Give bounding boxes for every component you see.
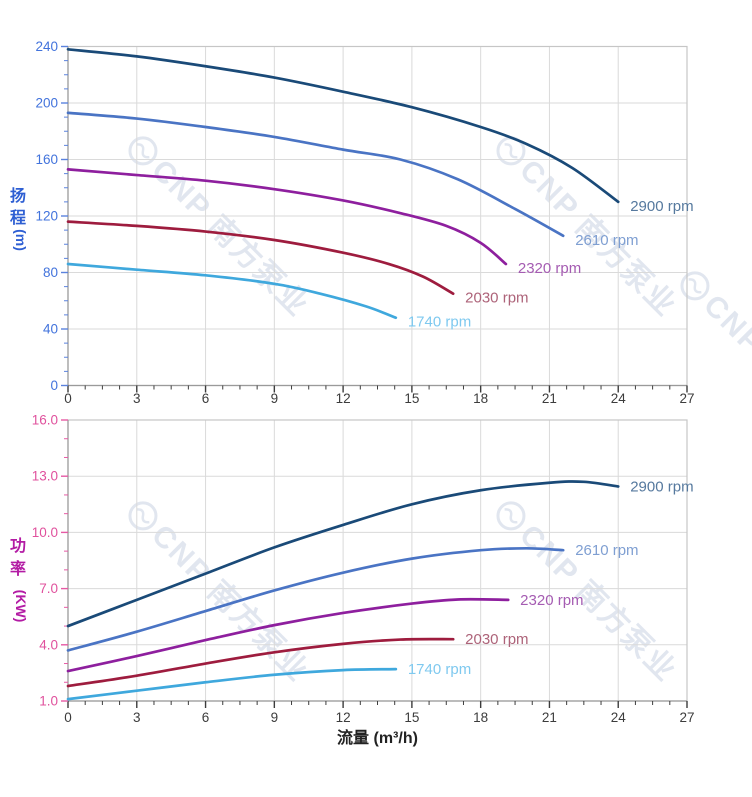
series-curve-2030-rpm xyxy=(66,220,455,296)
series-curve-2320-rpm xyxy=(66,597,510,673)
x-tick-label: 6 xyxy=(202,710,210,725)
series-curve-2900-rpm xyxy=(66,47,620,204)
x-tick-label: 0 xyxy=(64,391,72,406)
x-tick-label: 18 xyxy=(473,391,488,406)
x-axis-title: 流量 (m³/h) xyxy=(337,728,418,747)
plot-border xyxy=(67,419,688,702)
y-axis-title: 率 xyxy=(10,559,26,578)
y-tick-label: 4.0 xyxy=(39,637,58,652)
x-tick-label: 12 xyxy=(336,710,351,725)
series-label-2030-rpm: 2030 rpm xyxy=(465,290,528,307)
watermark: CNP 南方泵业 xyxy=(680,271,752,459)
y-tick-label: 240 xyxy=(35,39,58,54)
y-tick-label: 7.0 xyxy=(39,581,58,596)
x-tick-label: 9 xyxy=(271,710,279,725)
x-tick-label: 21 xyxy=(542,391,557,406)
series-label-2610-rpm: 2610 rpm xyxy=(575,232,638,249)
y-tick-label: 1.0 xyxy=(39,694,58,709)
watermark-text: CNP 南方泵业 xyxy=(697,288,752,459)
x-tick-label: 21 xyxy=(542,710,557,725)
series-label-2900-rpm: 2900 rpm xyxy=(630,479,693,496)
y-tick-label: 10.0 xyxy=(32,525,58,540)
x-tick-label: 3 xyxy=(133,391,141,406)
x-tick-label: 27 xyxy=(679,710,694,725)
series-label-2030-rpm: 2030 rpm xyxy=(465,631,528,648)
series-label-2320-rpm: 2320 rpm xyxy=(518,260,581,277)
watermark: CNP 南方泵业 xyxy=(496,501,684,688)
y-tick-label: 40 xyxy=(43,322,58,337)
x-tick-label: 9 xyxy=(271,391,279,406)
series-curve-2320-rpm xyxy=(66,168,508,266)
y-axis-title: 程 xyxy=(10,209,26,227)
y-tick-label: 120 xyxy=(35,209,58,224)
x-tick-label: 15 xyxy=(404,391,419,406)
watermark: CNP 南方泵业 xyxy=(128,501,316,688)
series-label-1740-rpm: 1740 rpm xyxy=(408,661,471,678)
series-label-2610-rpm: 2610 rpm xyxy=(575,542,638,559)
plot-power: 0 3 6 9 12 15 18 21 24 27 1.0 4.0 7.0 10.0 13.0 16.0 功率 (… xyxy=(10,413,695,748)
y-axis-title: 扬 xyxy=(10,186,26,205)
y-tick-label: 16.0 xyxy=(32,413,58,428)
x-tick-label: 18 xyxy=(473,710,488,725)
y-tick-label: 0 xyxy=(50,378,58,393)
y-axis-unit: (KW) xyxy=(13,590,29,623)
series-curve-1740-rpm xyxy=(66,262,398,320)
x-tick-label: 6 xyxy=(202,391,210,406)
y-axis-title: 功 xyxy=(10,537,26,555)
series-curve-2900-rpm xyxy=(66,480,620,628)
x-tick-label: 0 xyxy=(64,710,72,725)
series-curve-2610-rpm xyxy=(66,546,565,652)
series-label-2320-rpm: 2320 rpm xyxy=(520,592,583,609)
x-tick-label: 24 xyxy=(611,710,627,725)
series-curve-2610-rpm xyxy=(66,111,565,238)
x-tick-label: 12 xyxy=(336,391,351,406)
series-label-1740-rpm: 1740 rpm xyxy=(408,314,471,331)
y-tick-label: 160 xyxy=(35,152,58,167)
series-curve-1740-rpm xyxy=(66,667,398,701)
y-tick-label: 80 xyxy=(43,265,58,280)
y-axis-unit: (m) xyxy=(13,229,29,251)
y-tick-label: 200 xyxy=(35,96,58,111)
y-tick-label: 13.0 xyxy=(32,469,58,484)
series-curve-2030-rpm xyxy=(66,637,455,688)
x-tick-label: 24 xyxy=(611,391,627,406)
x-tick-label: 15 xyxy=(404,710,419,725)
x-tick-label: 27 xyxy=(679,391,694,406)
x-tick-label: 3 xyxy=(133,710,141,725)
plot-head: 0 3 6 9 12 15 18 21 24 27 0 40 80 120 160 200 240 扬程 (m) 29… xyxy=(10,39,695,406)
series-label-2900-rpm: 2900 rpm xyxy=(630,198,693,215)
